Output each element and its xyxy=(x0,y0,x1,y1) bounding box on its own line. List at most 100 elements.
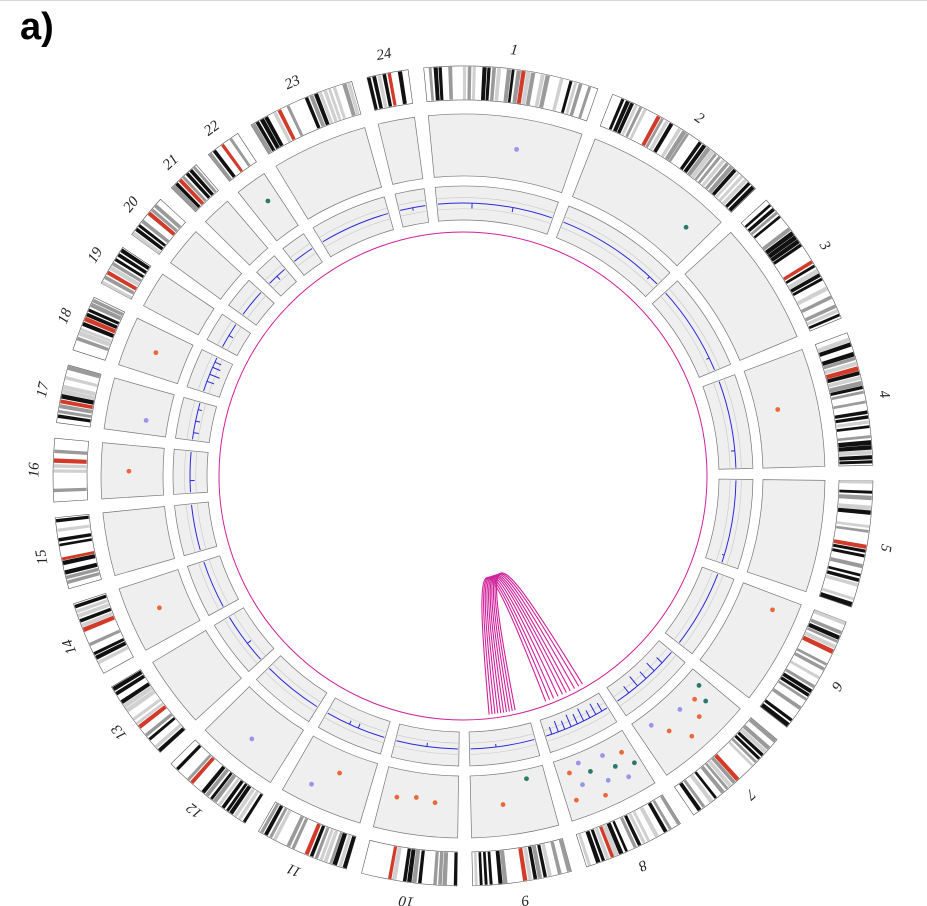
signal-spike xyxy=(623,685,630,694)
chromosome-13-ideogram xyxy=(111,669,186,753)
inner-circle xyxy=(218,231,708,721)
chromosome-band xyxy=(154,204,182,229)
gridline xyxy=(668,288,721,369)
chromosome-band xyxy=(689,774,714,803)
chromosome-band xyxy=(612,100,630,133)
chromosome-band xyxy=(832,543,866,553)
chromosome-band xyxy=(753,215,781,239)
chromosome-band xyxy=(489,67,497,101)
gridline xyxy=(469,733,534,744)
chromosome-band xyxy=(550,841,562,875)
chromosome-band xyxy=(187,754,212,781)
scatter-point xyxy=(524,776,529,782)
chromosome-band xyxy=(61,393,95,405)
chromosome-band xyxy=(772,688,802,710)
chromosome-band xyxy=(332,86,347,119)
signal-spike xyxy=(629,676,638,687)
chromosome-band xyxy=(213,774,237,803)
chromosome-band xyxy=(332,832,347,866)
gridline xyxy=(393,745,459,755)
chromosome-band xyxy=(323,830,339,863)
chromosome-band xyxy=(664,130,687,161)
chromosome-band xyxy=(347,82,360,115)
chromosome-band xyxy=(836,425,870,432)
chromosome-band xyxy=(629,108,647,140)
chromosome-11-scatter-bg xyxy=(281,735,379,824)
chromosome-band xyxy=(767,235,798,259)
chromosome-band xyxy=(838,440,872,448)
signal-spike xyxy=(209,373,220,379)
chromosome-5-signal-line xyxy=(721,480,737,563)
gridline xyxy=(396,734,460,744)
chromosome-band xyxy=(55,515,89,523)
chromosome-5-scatter-bg xyxy=(746,479,826,593)
chromosome-12-signal-line xyxy=(268,668,318,708)
signal-spike xyxy=(647,276,650,280)
signal-spike xyxy=(228,335,234,339)
chromosome-band xyxy=(835,415,869,424)
chromosome-band xyxy=(790,273,821,293)
chromosome-band xyxy=(112,670,143,692)
chromosome-band xyxy=(836,420,870,428)
chromosome-band xyxy=(478,852,483,886)
chromosome-band xyxy=(742,724,771,750)
signal-spike xyxy=(195,420,201,423)
chromosome-band xyxy=(147,211,176,236)
scatter-point xyxy=(249,736,255,742)
chromosome-band xyxy=(109,265,140,287)
chromosome-band xyxy=(737,731,764,757)
chromosome-band xyxy=(58,533,92,542)
chromosome-band xyxy=(221,780,244,809)
chromosome-band xyxy=(259,118,280,149)
signal-spike xyxy=(349,720,352,725)
chromosome-band xyxy=(53,487,87,493)
chromosome-label: 7 xyxy=(741,785,758,803)
gridline xyxy=(329,707,388,733)
chromosome-band xyxy=(760,703,790,727)
chromosome-band xyxy=(539,75,551,109)
chromosome-band xyxy=(84,316,117,334)
chromosome-band xyxy=(106,270,138,291)
gridline xyxy=(272,272,290,289)
chromosome-label: 20 xyxy=(120,193,142,215)
chromosome-band xyxy=(527,846,538,880)
chromosome-10-ideogram xyxy=(361,839,458,887)
chromosome-band xyxy=(473,852,478,886)
chromosome-label: 10 xyxy=(397,892,414,906)
gridline xyxy=(197,354,213,391)
chromosome-band xyxy=(132,698,161,721)
chromosome-band xyxy=(679,141,702,171)
chromosome-band xyxy=(273,809,292,841)
chromosome-band xyxy=(471,66,476,100)
signal-spike xyxy=(548,726,553,735)
chromosome-band xyxy=(617,102,634,134)
chromosome-band xyxy=(731,738,757,764)
chromosome-band xyxy=(148,717,176,741)
chromosome-band xyxy=(59,404,93,414)
signal-spike xyxy=(511,207,514,213)
chromosome-band xyxy=(560,80,573,114)
chromosome-band xyxy=(694,771,717,799)
scatter-point xyxy=(631,760,637,766)
gridline xyxy=(619,654,677,707)
chromosome-16-scatter-bg xyxy=(100,442,165,500)
chromosome-band xyxy=(585,830,601,864)
chromosome-band xyxy=(58,409,92,419)
chromosome-band xyxy=(599,825,615,858)
chromosome-10-scatter-bg xyxy=(372,766,459,839)
chromosome-15-signal-line xyxy=(191,504,201,551)
chromosome-band xyxy=(804,631,836,649)
chromosome-band xyxy=(59,538,92,547)
chromosome-band xyxy=(92,298,124,317)
chromosome-band xyxy=(328,88,342,121)
chromosome-band xyxy=(53,469,87,473)
chromosome-band xyxy=(725,182,751,208)
scatter-point xyxy=(588,768,593,774)
chromosome-6-signal-line xyxy=(678,573,719,643)
signal-spike xyxy=(206,380,215,385)
chromosome-band xyxy=(123,686,153,709)
chromosome-band xyxy=(145,713,173,737)
chromosome-band xyxy=(819,592,853,607)
chromosome-band xyxy=(668,133,689,162)
chromosome-band xyxy=(828,565,861,577)
